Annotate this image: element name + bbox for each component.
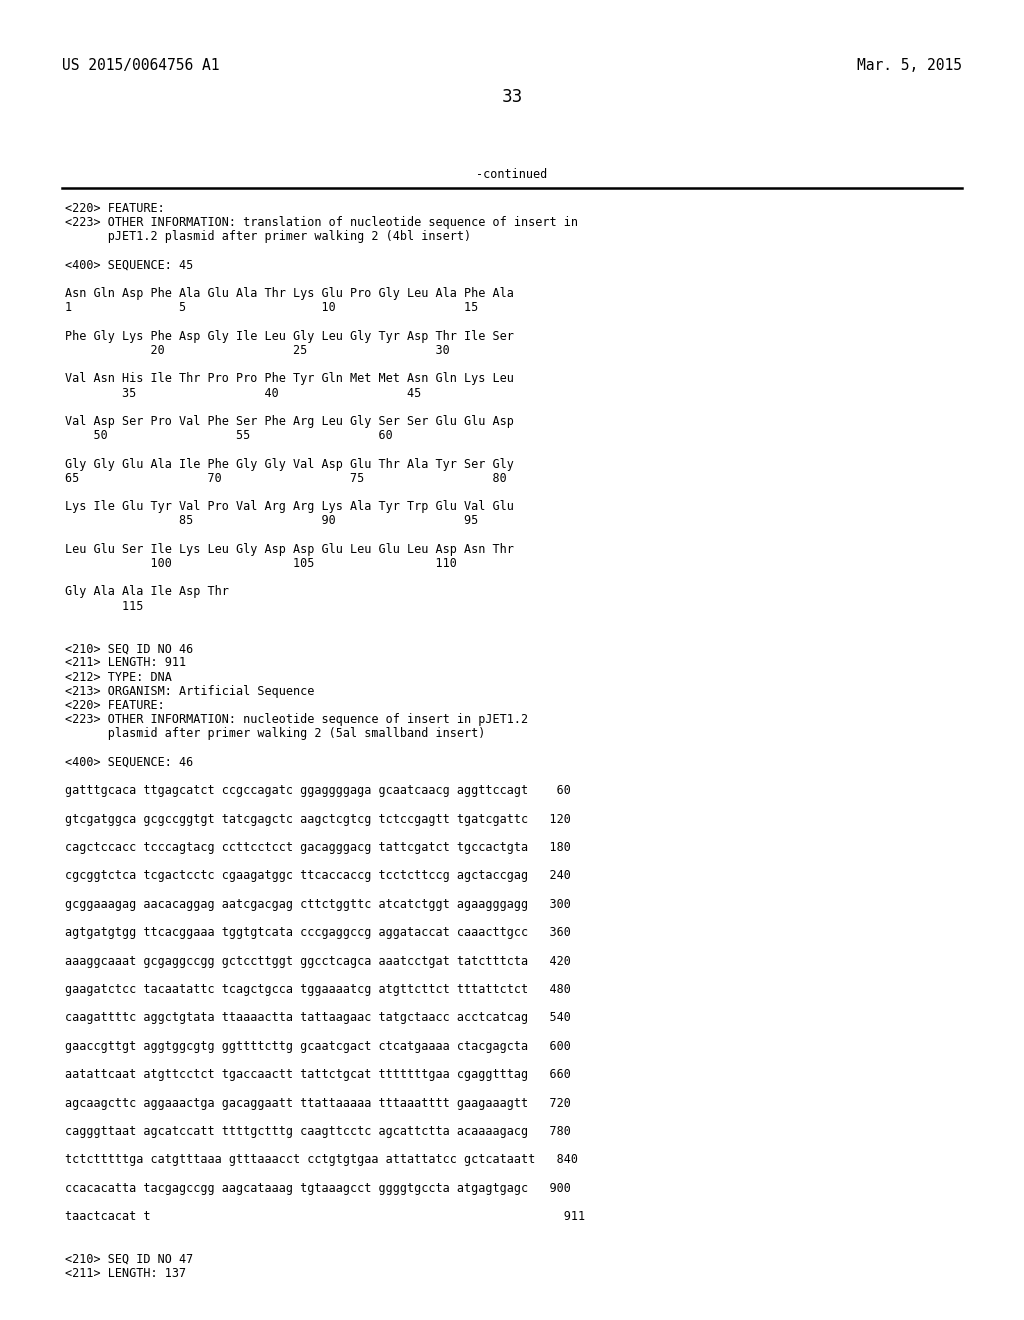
Text: ccacacatta tacgagccgg aagcataaag tgtaaagcct ggggtgccta atgagtgagc   900: ccacacatta tacgagccgg aagcataaag tgtaaag…: [65, 1181, 570, 1195]
Text: aatattcaat atgttcctct tgaccaactt tattctgcat tttttttgaa cgaggtttag   660: aatattcaat atgttcctct tgaccaactt tattctg…: [65, 1068, 570, 1081]
Text: <400> SEQUENCE: 46: <400> SEQUENCE: 46: [65, 756, 194, 768]
Text: caagattttc aggctgtata ttaaaactta tattaagaac tatgctaacc acctcatcag   540: caagattttc aggctgtata ttaaaactta tattaag…: [65, 1011, 570, 1024]
Text: 50                  55                  60: 50 55 60: [65, 429, 393, 442]
Text: tctctttttga catgtttaaa gtttaaacct cctgtgtgaa attattatcc gctcataatt   840: tctctttttga catgtttaaa gtttaaacct cctgtg…: [65, 1154, 578, 1167]
Text: -continued: -continued: [476, 168, 548, 181]
Text: 100                 105                 110: 100 105 110: [65, 557, 457, 570]
Text: <210> SEQ ID NO 47: <210> SEQ ID NO 47: [65, 1253, 194, 1266]
Text: pJET1.2 plasmid after primer walking 2 (4bl insert): pJET1.2 plasmid after primer walking 2 (…: [65, 231, 471, 243]
Text: 85                  90                  95: 85 90 95: [65, 515, 478, 528]
Text: <211> LENGTH: 911: <211> LENGTH: 911: [65, 656, 186, 669]
Text: 33: 33: [502, 88, 522, 106]
Text: aaaggcaaat gcgaggccgg gctccttggt ggcctcagca aaatcctgat tatctttcta   420: aaaggcaaat gcgaggccgg gctccttggt ggcctca…: [65, 954, 570, 968]
Text: <400> SEQUENCE: 45: <400> SEQUENCE: 45: [65, 259, 194, 272]
Text: 65                  70                  75                  80: 65 70 75 80: [65, 471, 507, 484]
Text: <212> TYPE: DNA: <212> TYPE: DNA: [65, 671, 172, 684]
Text: taactcacat t                                                          911: taactcacat t 911: [65, 1210, 585, 1224]
Text: 20                  25                  30: 20 25 30: [65, 345, 450, 356]
Text: Phe Gly Lys Phe Asp Gly Ile Leu Gly Leu Gly Tyr Asp Thr Ile Ser: Phe Gly Lys Phe Asp Gly Ile Leu Gly Leu …: [65, 330, 514, 343]
Text: 1               5                   10                  15: 1 5 10 15: [65, 301, 478, 314]
Text: agtgatgtgg ttcacggaaa tggtgtcata cccgaggccg aggataccat caaacttgcc   360: agtgatgtgg ttcacggaaa tggtgtcata cccgagg…: [65, 927, 570, 940]
Text: cgcggtctca tcgactcctc cgaagatggc ttcaccaccg tcctcttccg agctaccgag   240: cgcggtctca tcgactcctc cgaagatggc ttcacca…: [65, 870, 570, 882]
Text: US 2015/0064756 A1: US 2015/0064756 A1: [62, 58, 219, 73]
Text: Gly Ala Ala Ile Asp Thr: Gly Ala Ala Ile Asp Thr: [65, 585, 229, 598]
Text: gatttgcaca ttgagcatct ccgccagatc ggaggggaga gcaatcaacg aggttccagt    60: gatttgcaca ttgagcatct ccgccagatc ggagggg…: [65, 784, 570, 797]
Text: gaaccgttgt aggtggcgtg ggttttcttg gcaatcgact ctcatgaaaa ctacgagcta   600: gaaccgttgt aggtggcgtg ggttttcttg gcaatcg…: [65, 1040, 570, 1053]
Text: gaagatctcc tacaatattc tcagctgcca tggaaaatcg atgttcttct tttattctct   480: gaagatctcc tacaatattc tcagctgcca tggaaaa…: [65, 983, 570, 997]
Text: Lys Ile Glu Tyr Val Pro Val Arg Arg Lys Ala Tyr Trp Glu Val Glu: Lys Ile Glu Tyr Val Pro Val Arg Arg Lys …: [65, 500, 514, 513]
Text: Mar. 5, 2015: Mar. 5, 2015: [857, 58, 962, 73]
Text: agcaagcttc aggaaactga gacaggaatt ttattaaaaa tttaaatttt gaagaaagtt   720: agcaagcttc aggaaactga gacaggaatt ttattaa…: [65, 1097, 570, 1110]
Text: <210> SEQ ID NO 46: <210> SEQ ID NO 46: [65, 643, 194, 655]
Text: 35                  40                  45: 35 40 45: [65, 387, 421, 400]
Text: <220> FEATURE:: <220> FEATURE:: [65, 700, 165, 711]
Text: Val Asp Ser Pro Val Phe Ser Phe Arg Leu Gly Ser Ser Glu Glu Asp: Val Asp Ser Pro Val Phe Ser Phe Arg Leu …: [65, 414, 514, 428]
Text: Asn Gln Asp Phe Ala Glu Ala Thr Lys Glu Pro Gly Leu Ala Phe Ala: Asn Gln Asp Phe Ala Glu Ala Thr Lys Glu …: [65, 288, 514, 300]
Text: cagggttaat agcatccatt ttttgctttg caagttcctc agcattctta acaaaagacg   780: cagggttaat agcatccatt ttttgctttg caagttc…: [65, 1125, 570, 1138]
Text: <213> ORGANISM: Artificial Sequence: <213> ORGANISM: Artificial Sequence: [65, 685, 314, 698]
Text: gcggaaagag aacacaggag aatcgacgag cttctggttc atcatctggt agaagggagg   300: gcggaaagag aacacaggag aatcgacgag cttctgg…: [65, 898, 570, 911]
Text: <211> LENGTH: 137: <211> LENGTH: 137: [65, 1267, 186, 1280]
Text: plasmid after primer walking 2 (5al smallband insert): plasmid after primer walking 2 (5al smal…: [65, 727, 485, 741]
Text: Val Asn His Ile Thr Pro Pro Phe Tyr Gln Met Met Asn Gln Lys Leu: Val Asn His Ile Thr Pro Pro Phe Tyr Gln …: [65, 372, 514, 385]
Text: <223> OTHER INFORMATION: translation of nucleotide sequence of insert in: <223> OTHER INFORMATION: translation of …: [65, 216, 578, 230]
Text: Leu Glu Ser Ile Lys Leu Gly Asp Asp Glu Leu Glu Leu Asp Asn Thr: Leu Glu Ser Ile Lys Leu Gly Asp Asp Glu …: [65, 543, 514, 556]
Text: 115: 115: [65, 599, 143, 612]
Text: Gly Gly Glu Ala Ile Phe Gly Gly Val Asp Glu Thr Ala Tyr Ser Gly: Gly Gly Glu Ala Ile Phe Gly Gly Val Asp …: [65, 458, 514, 471]
Text: gtcgatggca gcgccggtgt tatcgagctc aagctcgtcg tctccgagtt tgatcgattc   120: gtcgatggca gcgccggtgt tatcgagctc aagctcg…: [65, 813, 570, 825]
Text: <223> OTHER INFORMATION: nucleotide sequence of insert in pJET1.2: <223> OTHER INFORMATION: nucleotide sequ…: [65, 713, 528, 726]
Text: cagctccacc tcccagtacg ccttcctcct gacagggacg tattcgatct tgccactgta   180: cagctccacc tcccagtacg ccttcctcct gacaggg…: [65, 841, 570, 854]
Text: <220> FEATURE:: <220> FEATURE:: [65, 202, 165, 215]
